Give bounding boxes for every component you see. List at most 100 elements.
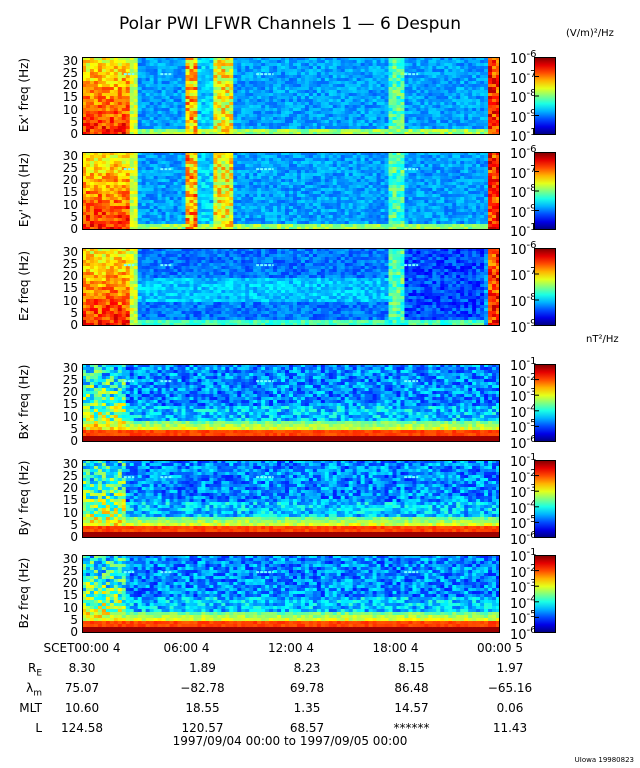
date-range: 1997/09/04 00:00 to 1997/09/05 00:00 xyxy=(172,734,408,748)
colorbar-tick-label: 10-2 xyxy=(510,371,537,390)
ephemeris-label: MLT xyxy=(19,701,42,715)
ephemeris-value: 86.48 xyxy=(394,681,429,695)
colorbar-tick-label: 10-3 xyxy=(510,578,537,597)
y-tick-label: 0 xyxy=(70,434,78,448)
colorbar-tick-label: 10-9 xyxy=(510,202,537,221)
colorbar-5 xyxy=(534,460,556,538)
credit-label: UIowa 19980823 xyxy=(574,756,634,764)
ephemeris-value: 10.60 xyxy=(64,701,100,715)
y-tick-label: 20 xyxy=(62,173,78,188)
ephemeris-value: ****** xyxy=(393,721,430,735)
colorbar-tick-label: 10-8 xyxy=(510,183,537,201)
ephemeris-label: RE xyxy=(27,661,42,679)
ephemeris-value: 1.97 xyxy=(496,661,524,675)
colorbar-tick-label: 10-8 xyxy=(510,292,537,310)
y-axis-label: Ez freq (Hz) xyxy=(17,250,31,322)
colorbar-tick-label: 10-6 xyxy=(510,144,537,162)
colorbar-tick-label: 10-1 xyxy=(510,547,537,565)
y-tick-label: 25 xyxy=(62,373,78,388)
ephemeris-value: 124.58 xyxy=(61,721,103,735)
y-tick-label: 10 xyxy=(62,409,78,424)
colorbar-tick-label: 10-6 xyxy=(510,434,537,452)
ephemeris-value: 18.55 xyxy=(185,701,220,715)
e-colorbar-units: (V/m)²/Hz xyxy=(566,28,614,39)
y-axis-label: Ex' freq (Hz) xyxy=(17,57,31,133)
y-tick-label: 10 xyxy=(62,505,78,520)
colorbar-tick-label: 10-1 xyxy=(510,452,537,470)
b-colorbar-units: nT²/Hz xyxy=(586,334,619,345)
y-tick-label: 30 xyxy=(62,360,78,375)
ephemeris-value: 8.30 xyxy=(68,661,96,675)
y-tick-label: 15 xyxy=(62,90,78,105)
y-tick-label: 10 xyxy=(62,293,78,308)
ephemeris-value: 11.43 xyxy=(492,721,528,735)
spectrogram-panel-6 xyxy=(82,555,500,633)
y-tick-label: 0 xyxy=(70,530,78,544)
colorbar-tick-label: 10-5 xyxy=(510,609,537,628)
y-axis-label: Bz freq (Hz) xyxy=(17,557,31,629)
colorbar-2 xyxy=(534,152,556,230)
y-tick-label: 30 xyxy=(62,551,78,566)
colorbar-tick-label: 10-6 xyxy=(510,49,537,67)
y-tick-label: 5 xyxy=(70,517,78,532)
ephemeris-value: 68.57 xyxy=(289,721,325,735)
ephemeris-value: 0.06 xyxy=(496,701,524,715)
y-tick-label: 20 xyxy=(62,78,78,93)
colorbar-1 xyxy=(534,57,556,135)
y-tick-label: 25 xyxy=(62,564,78,579)
y-tick-label: 0 xyxy=(70,318,78,332)
y-tick-label: 20 xyxy=(62,576,78,591)
x-tick-label: SCET00:00 4 xyxy=(43,641,121,655)
colorbar-3 xyxy=(534,248,556,326)
y-tick-label: 0 xyxy=(70,127,78,141)
colorbar-tick-label: 10-3 xyxy=(510,483,537,502)
colorbar-tick-label: 10-2 xyxy=(510,562,537,581)
ephemeris-label: L xyxy=(35,721,42,735)
y-tick-label: 30 xyxy=(62,244,78,259)
y-tick-label: 30 xyxy=(62,148,78,163)
colorbar-6 xyxy=(534,555,556,633)
colorbar-tick-label: 10-6 xyxy=(510,625,537,643)
y-tick-label: 5 xyxy=(70,209,78,224)
ephemeris-value: 1.89 xyxy=(189,661,216,675)
y-axis-label: Bx' freq (Hz) xyxy=(17,364,31,440)
y-tick-label: 20 xyxy=(62,385,78,400)
colorbar-tick-label: 10-4 xyxy=(510,593,537,612)
colorbar-tick-label: 10-9 xyxy=(510,318,537,336)
y-tick-label: 15 xyxy=(62,493,78,508)
colorbar-tick-label: 10-1 xyxy=(510,356,537,374)
y-tick-label: 0 xyxy=(70,222,78,236)
colorbar-tick-label: 10-7 xyxy=(510,68,537,87)
spectrogram-panel-5 xyxy=(82,460,500,538)
y-tick-label: 20 xyxy=(62,481,78,496)
colorbar-tick-label: 10-2 xyxy=(510,467,537,486)
ephemeris-value: 69.78 xyxy=(289,681,325,695)
y-tick-label: 15 xyxy=(62,185,78,200)
colorbar-tick-label: 10-9 xyxy=(510,107,537,126)
y-tick-label: 25 xyxy=(62,66,78,81)
y-axis-label: By' freq (Hz) xyxy=(17,460,31,536)
y-tick-label: 25 xyxy=(62,161,78,176)
spectrogram-panel-3 xyxy=(82,248,500,326)
spectrogram-panel-2 xyxy=(82,152,500,230)
ephemeris-value: 1.35 xyxy=(293,701,321,715)
y-tick-label: 20 xyxy=(62,269,78,284)
y-tick-label: 5 xyxy=(70,612,78,627)
y-tick-label: 30 xyxy=(62,456,78,471)
chart-title: Polar PWI LFWR Channels 1 — 6 Despun xyxy=(119,14,461,34)
y-tick-label: 25 xyxy=(62,469,78,484)
x-tick-label: 12:00 4 xyxy=(267,641,315,655)
colorbar-tick-label: 10-7 xyxy=(510,163,537,182)
colorbar-tick-label: 10-3 xyxy=(510,387,537,406)
y-tick-label: 0 xyxy=(70,625,78,639)
y-tick-label: 30 xyxy=(62,53,78,68)
colorbar-tick-label: 10-7 xyxy=(510,266,537,284)
y-tick-label: 10 xyxy=(62,600,78,615)
y-tick-label: 10 xyxy=(62,197,78,212)
y-tick-label: 5 xyxy=(70,114,78,129)
ephemeris-value: 120.57 xyxy=(181,721,224,735)
spectrogram-panel-4 xyxy=(82,364,500,442)
y-tick-label: 10 xyxy=(62,102,78,117)
colorbar-tick-label: 10-8 xyxy=(510,88,537,106)
ephemeris-value: 75.07 xyxy=(64,681,100,695)
